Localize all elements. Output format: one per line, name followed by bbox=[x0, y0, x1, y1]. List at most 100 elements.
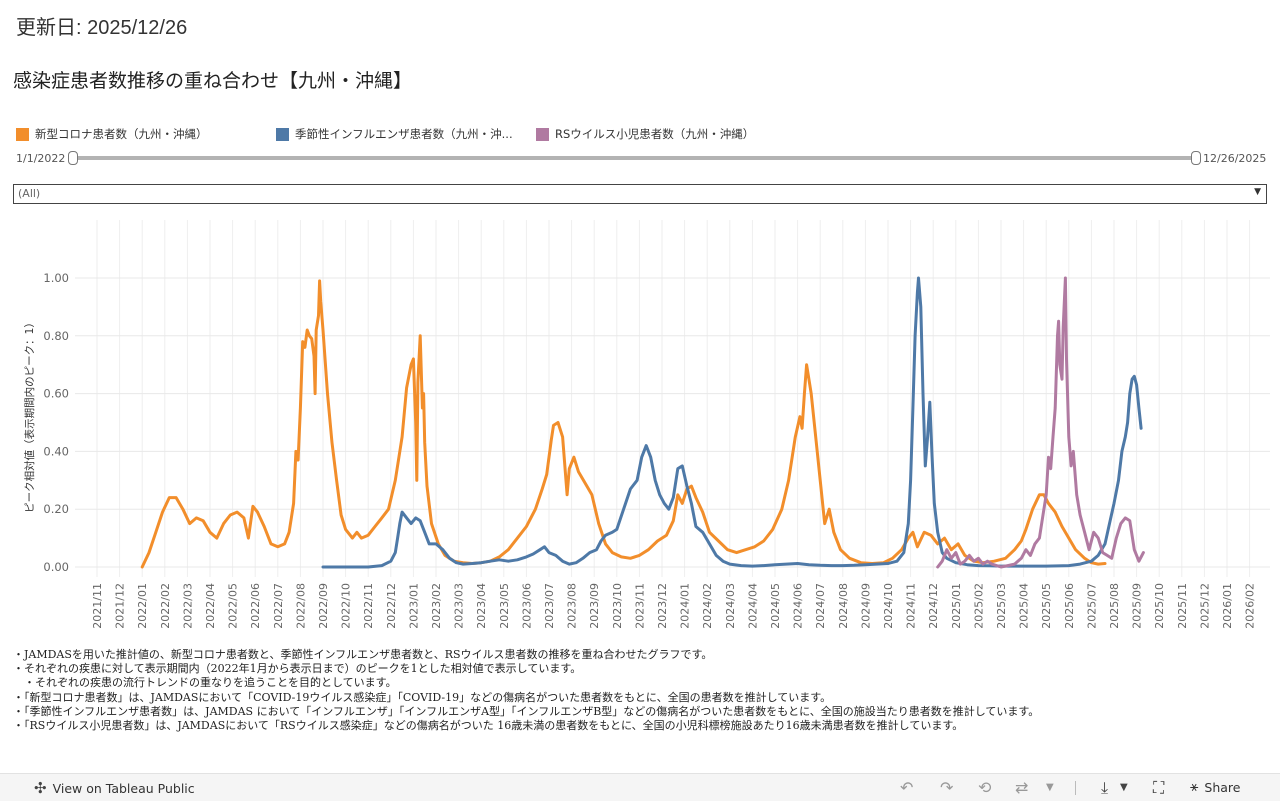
tableau-logo-icon: ✣ bbox=[34, 779, 47, 797]
fullscreen-icon[interactable]: ⛶ bbox=[1153, 778, 1165, 797]
x-tick-label: 2025/10 bbox=[1153, 583, 1166, 629]
x-tick-label: 2026/02 bbox=[1244, 583, 1257, 629]
note-line: ・「RSウイルス小児患者数」は、JAMDASにおいて「RSウイルス感染症」などの… bbox=[13, 719, 964, 733]
legend-item-covid[interactable]: 新型コロナ患者数（九州・沖縄） bbox=[16, 126, 208, 142]
x-tick-label: 2022/03 bbox=[181, 583, 194, 629]
undo-icon[interactable]: ↶ bbox=[900, 778, 914, 797]
x-tick-label: 2024/02 bbox=[701, 583, 714, 629]
series-line-rsv bbox=[936, 276, 1145, 569]
view-on-tableau-label: View on Tableau Public bbox=[52, 780, 195, 796]
y-tick-label: 0.00 bbox=[43, 560, 69, 574]
x-tick-label: 2026/01 bbox=[1221, 583, 1234, 629]
x-tick-label: 2024/12 bbox=[927, 583, 940, 629]
redo-icon[interactable]: ↷ bbox=[940, 778, 954, 797]
series-line-covid bbox=[140, 279, 1107, 569]
share-icon: ⚹ bbox=[1190, 779, 1199, 795]
x-tick-label: 2023/04 bbox=[475, 583, 488, 629]
x-tick-label: 2023/05 bbox=[498, 583, 511, 629]
y-tick-label: 0.60 bbox=[43, 387, 69, 401]
y-tick-label: 1.00 bbox=[43, 271, 69, 285]
x-tick-label: 2025/02 bbox=[972, 583, 985, 629]
x-tick-label: 2025/03 bbox=[995, 583, 1008, 629]
note-line: ・「季節性インフルエンザ患者数」は、JAMDAS において「インフルエンザ」「イ… bbox=[13, 704, 1040, 718]
x-tick-label: 2025/12 bbox=[1198, 583, 1211, 629]
x-tick-label: 2023/02 bbox=[430, 583, 443, 629]
toolbar-divider bbox=[1075, 781, 1076, 795]
slider-start-handle[interactable] bbox=[68, 151, 78, 165]
x-tick-label: 2022/08 bbox=[294, 583, 307, 629]
x-tick-label: 2021/11 bbox=[91, 583, 104, 629]
x-tick-label: 2025/08 bbox=[1108, 583, 1121, 629]
slider-end-handle[interactable] bbox=[1191, 151, 1201, 165]
share-label: Share bbox=[1204, 779, 1241, 795]
filter-dropdown[interactable]: (All) ▼ bbox=[13, 184, 1267, 204]
filter-value: (All) bbox=[18, 187, 41, 200]
share-button[interactable]: ⚹ Share bbox=[1190, 779, 1240, 795]
download-icon[interactable]: ⤓ bbox=[1101, 778, 1109, 797]
x-tick-label: 2024/07 bbox=[814, 583, 827, 629]
x-tick-label: 2022/10 bbox=[340, 583, 353, 629]
slider-end-label: 12/26/2025 bbox=[1203, 152, 1267, 165]
x-tick-label: 2022/12 bbox=[385, 583, 398, 629]
x-tick-label: 2022/06 bbox=[249, 583, 262, 629]
x-tick-label: 2023/03 bbox=[453, 583, 466, 629]
slider-start-label: 1/1/2022 bbox=[16, 152, 66, 165]
legend-label-covid: 新型コロナ患者数（九州・沖縄） bbox=[35, 127, 208, 141]
tableau-footer: ✣ View on Tableau Public ↶ ↷ ⟲ ⇄ ▼ ⤓ ▼ ⛶… bbox=[0, 773, 1280, 801]
y-tick-label: 0.20 bbox=[43, 502, 69, 516]
x-tick-label: 2025/05 bbox=[1040, 583, 1053, 629]
x-tick-label: 2022/11 bbox=[362, 583, 375, 629]
legend-swatch-covid bbox=[16, 127, 29, 141]
x-tick-label: 2024/01 bbox=[679, 583, 692, 629]
legend-item-rsv[interactable]: RSウイルス小児患者数（九州・沖縄） bbox=[536, 126, 754, 142]
x-tick-label: 2022/01 bbox=[136, 583, 149, 629]
legend-label-rsv: RSウイルス小児患者数（九州・沖縄） bbox=[555, 127, 755, 141]
page-title: 感染症患者数推移の重ね合わせ【九州・沖縄】 bbox=[13, 70, 413, 92]
x-tick-label: 2022/09 bbox=[317, 583, 330, 629]
download-chevron-icon[interactable]: ▼ bbox=[1120, 782, 1128, 793]
revert-icon[interactable]: ⟲ bbox=[978, 778, 992, 797]
x-tick-label: 2023/09 bbox=[588, 583, 601, 629]
x-tick-label: 2024/09 bbox=[859, 583, 872, 629]
x-tick-label: 2022/02 bbox=[159, 583, 172, 629]
x-tick-label: 2022/05 bbox=[227, 583, 240, 629]
note-line: ・「新型コロナ患者数」は、JAMDASにおいて「COVID-19ウイルス感染症」… bbox=[13, 690, 832, 704]
y-tick-label: 0.80 bbox=[43, 329, 69, 343]
x-tick-label: 2025/11 bbox=[1176, 583, 1189, 629]
y-axis-title: ピーク相対値（表示期間内のピーク：1） bbox=[23, 317, 36, 513]
x-tick-label: 2022/07 bbox=[272, 583, 285, 629]
series-line-flu bbox=[321, 276, 1143, 569]
x-tick-label: 2024/08 bbox=[837, 583, 850, 629]
y-tick-label: 0.40 bbox=[43, 444, 69, 458]
x-tick-label: 2023/08 bbox=[566, 583, 579, 629]
x-tick-label: 2022/04 bbox=[204, 583, 217, 629]
view-on-tableau-link[interactable]: ✣ View on Tableau Public bbox=[34, 779, 195, 797]
x-tick-label: 2024/03 bbox=[724, 583, 737, 629]
x-tick-label: 2024/11 bbox=[905, 583, 918, 629]
x-tick-label: 2024/06 bbox=[792, 583, 805, 629]
x-tick-label: 2023/01 bbox=[407, 583, 420, 629]
x-tick-label: 2023/06 bbox=[520, 583, 533, 629]
x-tick-label: 2025/07 bbox=[1085, 583, 1098, 629]
slider-track[interactable] bbox=[72, 156, 1197, 160]
x-tick-label: 2021/12 bbox=[114, 583, 127, 629]
legend-label-flu: 季節性インフルエンザ患者数（九州・沖... bbox=[295, 127, 513, 141]
refresh-chevron-icon[interactable]: ▼ bbox=[1046, 782, 1054, 793]
legend-item-flu[interactable]: 季節性インフルエンザ患者数（九州・沖... bbox=[276, 126, 513, 142]
x-tick-label: 2025/04 bbox=[1018, 583, 1031, 629]
note-line: ・JAMDASを用いた推計値の、新型コロナ患者数と、季節性インフルエンザ患者数と… bbox=[13, 648, 713, 661]
date-range-slider: 1/1/2022 12/26/2025 bbox=[0, 151, 1280, 167]
x-tick-label: 2025/01 bbox=[950, 583, 963, 629]
x-tick-label: 2025/09 bbox=[1131, 583, 1144, 629]
legend-swatch-rsv bbox=[536, 127, 549, 141]
line-chart: 0.00 0.20 0.40 0.60 0.80 1.00 ピーク相対値（表示期間内のピーク… bbox=[23, 220, 1270, 629]
note-line: ・それぞれの疾患に対して表示期間内（2022年1月から表示日まで）のピークを1と… bbox=[13, 662, 582, 676]
chevron-down-icon: ▼ bbox=[1254, 187, 1261, 197]
x-tick-label: 2023/07 bbox=[543, 583, 556, 629]
x-tick-label: 2023/11 bbox=[633, 583, 646, 629]
x-tick-label: 2024/05 bbox=[769, 583, 782, 629]
x-tick-label: 2023/10 bbox=[611, 583, 624, 629]
refresh-icon[interactable]: ⇄ bbox=[1015, 778, 1029, 797]
x-tick-label: 2023/12 bbox=[656, 583, 669, 629]
notes: ・JAMDASを用いた推計値の、新型コロナ患者数と、季節性インフルエンザ患者数と… bbox=[13, 648, 1039, 733]
